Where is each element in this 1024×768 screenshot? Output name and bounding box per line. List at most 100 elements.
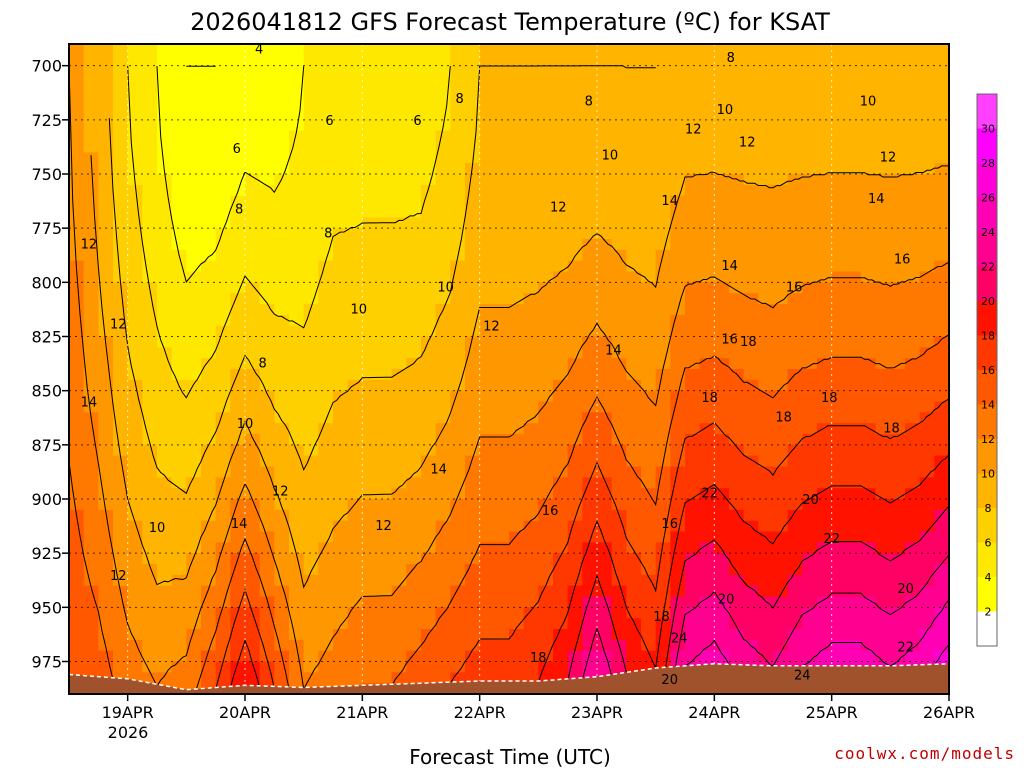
temperature-cell — [391, 76, 407, 88]
temperature-cell — [875, 314, 891, 327]
temperature-cell — [567, 639, 583, 652]
temperature-cell — [817, 195, 833, 208]
temperature-cell — [509, 520, 525, 533]
temperature-cell — [215, 553, 231, 565]
temperature-cell — [641, 650, 657, 663]
temperature-cell — [421, 314, 437, 327]
temperature-cell — [802, 260, 818, 273]
temperature-cell — [846, 542, 862, 554]
temperature-cell — [611, 466, 627, 478]
temperature-cell — [919, 564, 935, 576]
temperature-cell — [582, 520, 598, 533]
temperature-cell — [333, 152, 349, 164]
temperature-cell — [127, 358, 143, 370]
terrain-surface — [69, 663, 949, 694]
temperature-cell — [245, 98, 261, 110]
temperature-cell — [391, 564, 407, 576]
temperature-cell — [113, 564, 129, 576]
temperature-cell — [142, 44, 158, 56]
temperature-cell — [259, 650, 275, 663]
colorbar-band — [977, 404, 997, 440]
temperature-cell — [831, 369, 847, 381]
temperature-cell — [230, 618, 246, 630]
temperature-cell — [303, 163, 319, 175]
temperature-cell — [245, 130, 261, 143]
temperature-cell — [890, 466, 906, 478]
temperature-cell — [230, 54, 246, 67]
temperature-cell — [362, 54, 378, 67]
temperature-cell — [245, 509, 261, 522]
temperature-cell — [934, 347, 949, 359]
temperature-cell — [655, 542, 671, 554]
temperature-cell — [743, 119, 759, 132]
temperature-cell — [802, 174, 818, 186]
temperature-cell — [142, 76, 158, 88]
temperature-cell — [919, 444, 935, 457]
temperature-cell — [846, 455, 862, 468]
temperature-cell — [479, 499, 495, 511]
temperature-cell — [905, 54, 921, 67]
temperature-cell — [773, 509, 789, 522]
temperature-cell — [538, 141, 554, 153]
temperature-cell — [538, 282, 554, 294]
temperature-cell — [215, 163, 231, 175]
temperature-cell — [509, 607, 525, 619]
temperature-cell — [465, 195, 481, 208]
temperature-cell — [303, 564, 319, 576]
temperature-cell — [523, 98, 539, 110]
temperature-cell — [714, 509, 730, 522]
temperature-cell — [333, 618, 349, 630]
temperature-cell — [655, 87, 671, 99]
temperature-cell — [245, 217, 261, 229]
temperature-cell — [127, 65, 143, 78]
temperature-cell — [626, 195, 642, 208]
temperature-cell — [450, 130, 466, 143]
temperature-cell — [450, 228, 466, 240]
temperature-cell — [729, 174, 745, 186]
temperature-cell — [714, 260, 730, 273]
temperature-cell — [230, 379, 246, 392]
temperature-cell — [289, 596, 305, 608]
temperature-cell — [69, 174, 85, 186]
temperature-cell — [259, 466, 275, 478]
temperature-cell — [230, 271, 246, 283]
temperature-cell — [670, 607, 686, 619]
temperature-cell — [905, 260, 921, 273]
temperature-cell — [699, 206, 715, 218]
temperature-cell — [553, 206, 569, 218]
temperature-cell — [127, 152, 143, 164]
temperature-cell — [333, 596, 349, 608]
temperature-cell — [113, 574, 129, 587]
temperature-cell — [582, 174, 598, 186]
temperature-cell — [142, 314, 158, 327]
temperature-cell — [362, 412, 378, 424]
temperature-cell — [274, 54, 290, 67]
temperature-cell — [127, 325, 143, 338]
temperature-cell — [773, 152, 789, 164]
temperature-cell — [831, 87, 847, 99]
temperature-cell — [831, 44, 847, 56]
temperature-cell — [861, 423, 877, 435]
temperature-cell — [538, 379, 554, 392]
temperature-cell — [127, 650, 143, 663]
colorbar-band — [977, 266, 997, 302]
temperature-cell — [846, 423, 862, 435]
temperature-cell — [421, 509, 437, 522]
temperature-cell — [538, 239, 554, 251]
temperature-cell — [259, 574, 275, 587]
temperature-cell — [802, 184, 818, 197]
temperature-cell — [83, 271, 99, 283]
temperature-cell — [670, 444, 686, 457]
temperature-cell — [670, 531, 686, 543]
temperature-cell — [626, 488, 642, 500]
temperature-cell — [347, 358, 363, 370]
temperature-cell — [333, 249, 349, 262]
temperature-cell — [186, 98, 202, 110]
temperature-cell — [553, 488, 569, 500]
temperature-cell — [215, 639, 231, 652]
temperature-cell — [817, 423, 833, 435]
temperature-cell — [494, 217, 510, 229]
temperature-cell — [597, 466, 613, 478]
temperature-cell — [421, 336, 437, 348]
temperature-cell — [171, 163, 187, 175]
